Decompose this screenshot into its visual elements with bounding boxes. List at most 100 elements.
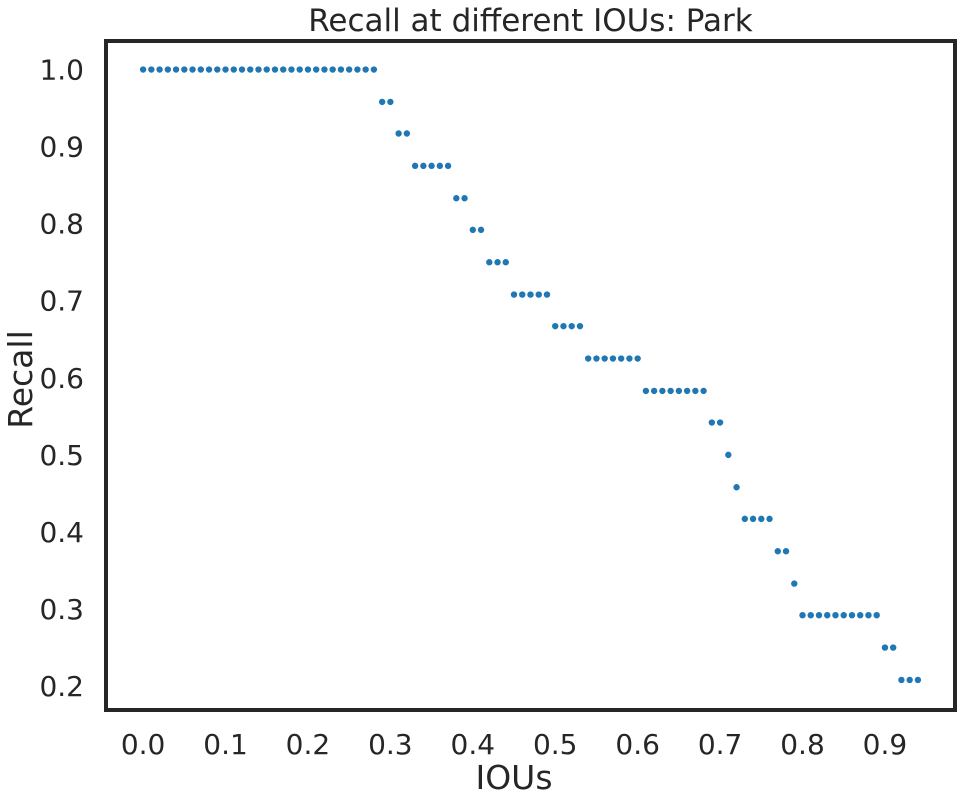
data-point <box>279 65 288 74</box>
data-point <box>238 65 247 74</box>
data-point <box>584 354 593 363</box>
plot-frame <box>104 39 957 712</box>
y-tick-label: 0.7 <box>39 285 84 318</box>
data-point <box>320 65 329 74</box>
data-point <box>518 290 527 299</box>
data-point <box>658 386 667 395</box>
data-point <box>575 322 584 331</box>
chart-title: Recall at different IOUs: Park <box>308 3 753 39</box>
data-point <box>345 65 354 74</box>
data-point <box>205 65 214 74</box>
data-point <box>905 675 914 684</box>
y-axis-ticks: 0.2 0.3 0.4 0.5 0.6 0.7 0.8 0.9 1.0 <box>39 54 84 704</box>
data-point <box>913 675 922 684</box>
y-tick-label: 0.4 <box>39 516 84 549</box>
x-tick-label: 0.6 <box>615 728 660 761</box>
data-point <box>625 354 634 363</box>
data-point <box>188 65 197 74</box>
y-tick-label: 0.2 <box>39 670 84 703</box>
data-point <box>847 611 856 620</box>
data-point <box>147 65 156 74</box>
data-point <box>262 65 271 74</box>
data-point <box>312 65 321 74</box>
data-point <box>864 611 873 620</box>
x-axis-ticks: 0.0 0.1 0.2 0.3 0.4 0.5 0.6 0.7 0.8 0.9 <box>121 728 907 761</box>
data-point <box>683 386 692 395</box>
data-point <box>155 65 164 74</box>
data-point <box>880 643 889 652</box>
data-point <box>246 65 255 74</box>
data-point <box>213 65 222 74</box>
y-axis-label: Recall <box>1 330 40 428</box>
data-point <box>353 65 362 74</box>
data-point <box>180 65 189 74</box>
data-point <box>749 514 758 523</box>
x-tick-label: 0.9 <box>863 728 908 761</box>
data-point <box>650 386 659 395</box>
x-tick-label: 0.0 <box>121 728 166 761</box>
y-tick-label: 0.5 <box>39 439 84 472</box>
data-point <box>221 65 230 74</box>
data-point <box>419 161 428 170</box>
data-points <box>139 65 922 684</box>
x-tick-label: 0.3 <box>368 728 413 761</box>
data-point <box>196 65 205 74</box>
data-point <box>798 611 807 620</box>
y-tick-label: 0.6 <box>39 362 84 395</box>
data-point <box>856 611 865 620</box>
data-point <box>427 161 436 170</box>
y-tick-label: 0.9 <box>39 131 84 164</box>
data-point <box>394 129 403 138</box>
x-axis-label: IOUs <box>475 758 552 797</box>
data-point <box>823 611 832 620</box>
data-point <box>716 418 725 427</box>
data-point <box>674 386 683 395</box>
data-point <box>608 354 617 363</box>
data-point <box>707 418 716 427</box>
data-point <box>790 579 799 588</box>
x-tick-label: 0.4 <box>451 728 496 761</box>
data-point <box>295 65 304 74</box>
data-point <box>633 354 642 363</box>
data-point <box>666 386 675 395</box>
y-tick-label: 0.3 <box>39 593 84 626</box>
data-point <box>551 322 560 331</box>
data-point <box>303 65 312 74</box>
data-point <box>501 258 510 267</box>
x-tick-label: 0.7 <box>698 728 743 761</box>
data-point <box>757 514 766 523</box>
data-point <box>369 65 378 74</box>
data-point <box>172 65 181 74</box>
y-tick-label: 0.8 <box>39 208 84 241</box>
data-point <box>460 194 469 203</box>
data-point <box>378 97 387 106</box>
data-point <box>328 65 337 74</box>
data-point <box>732 483 741 492</box>
data-point <box>402 129 411 138</box>
data-point <box>897 675 906 684</box>
data-point <box>444 161 453 170</box>
data-point <box>493 258 502 267</box>
x-tick-label: 0.2 <box>286 728 331 761</box>
data-point <box>600 354 609 363</box>
data-point <box>270 65 279 74</box>
data-point <box>254 65 263 74</box>
data-point <box>411 161 420 170</box>
data-point <box>641 386 650 395</box>
data-point <box>831 611 840 620</box>
data-point <box>765 514 774 523</box>
data-point <box>617 354 626 363</box>
data-point <box>559 322 568 331</box>
data-point <box>814 611 823 620</box>
data-point <box>782 547 791 556</box>
data-point <box>229 65 238 74</box>
data-point <box>872 611 881 620</box>
data-point <box>477 225 486 234</box>
data-point <box>435 161 444 170</box>
data-point <box>386 97 395 106</box>
data-point <box>526 290 535 299</box>
data-point <box>452 194 461 203</box>
data-point <box>691 386 700 395</box>
data-point <box>889 643 898 652</box>
